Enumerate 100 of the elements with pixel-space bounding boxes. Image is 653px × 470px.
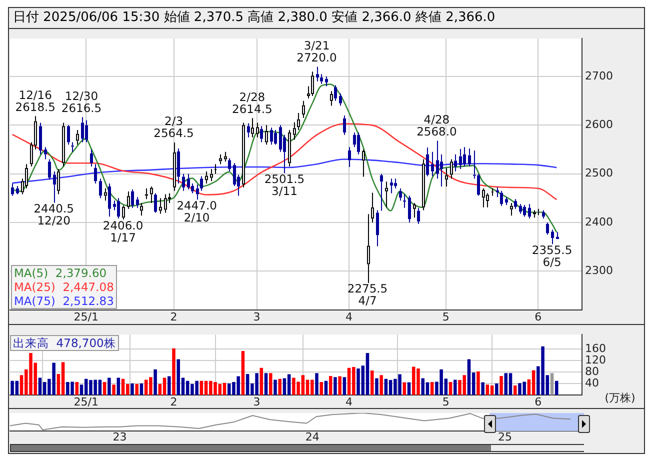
annotation: 12/16 2618.5 xyxy=(15,88,56,114)
candlestick xyxy=(85,120,88,143)
candlestick xyxy=(242,122,245,188)
candlestick xyxy=(482,188,485,208)
bar xyxy=(550,373,554,395)
candlestick xyxy=(523,204,526,218)
candlestick xyxy=(537,208,540,216)
bar xyxy=(135,384,138,395)
bar xyxy=(508,373,512,395)
candlestick xyxy=(53,170,56,204)
bar xyxy=(486,384,490,395)
bar xyxy=(315,373,318,395)
x-tick-label: 4 xyxy=(346,395,353,408)
candlestick xyxy=(311,71,314,96)
candlestick xyxy=(214,164,217,174)
candlestick xyxy=(486,192,489,208)
bar xyxy=(264,373,268,395)
x-tick-label: 24 xyxy=(305,430,320,444)
x-tick-label: 5 xyxy=(442,310,450,324)
candlestick xyxy=(380,173,383,212)
candlestick xyxy=(436,140,439,180)
candlestick xyxy=(224,151,227,162)
candlestick xyxy=(150,186,153,204)
candlestick xyxy=(182,173,185,192)
annotation: 2440.5 12/20 xyxy=(34,201,74,228)
bar xyxy=(269,373,272,395)
candlestick xyxy=(187,173,190,190)
x-tick-label: 25 xyxy=(498,430,512,444)
candlestick xyxy=(251,118,254,138)
candlestick xyxy=(219,154,222,165)
bar xyxy=(375,378,378,395)
candlestick xyxy=(403,194,406,208)
candlestick xyxy=(510,202,513,216)
bar xyxy=(490,385,494,395)
candlestick xyxy=(376,210,379,247)
candlestick xyxy=(200,176,203,192)
y-tick-label: 2400 xyxy=(585,215,613,228)
candlestick xyxy=(528,203,531,220)
candlestick xyxy=(57,168,60,195)
candlestick xyxy=(228,158,231,172)
candlestick xyxy=(413,202,416,218)
candlestick xyxy=(302,100,305,118)
candlestick xyxy=(48,158,51,180)
chart-title: 出来高 478,700株 xyxy=(10,334,119,351)
bar xyxy=(513,385,517,395)
x-tick-label: 6 xyxy=(534,395,542,408)
candlestick xyxy=(67,124,70,146)
candlestick xyxy=(399,188,402,202)
bar xyxy=(467,359,471,395)
candlestick xyxy=(496,186,499,198)
candlestick xyxy=(145,188,148,200)
bar xyxy=(112,384,116,395)
bar xyxy=(287,374,291,395)
bar xyxy=(402,382,406,395)
candlestick xyxy=(431,151,434,177)
candlestick xyxy=(274,130,277,146)
candlestick xyxy=(343,114,346,136)
bar xyxy=(454,380,457,395)
candlestick xyxy=(325,76,328,87)
bar xyxy=(168,376,171,395)
annotation: 2275.5 4/7 xyxy=(347,282,388,308)
candlestick xyxy=(136,196,139,208)
bar xyxy=(320,382,323,395)
candlestick xyxy=(81,116,84,143)
bar xyxy=(324,380,328,395)
candlestick xyxy=(76,130,79,146)
y-tick-label: 80 xyxy=(585,364,599,378)
candlestick xyxy=(293,122,296,140)
candlestick xyxy=(159,198,162,214)
bar xyxy=(328,376,332,395)
candlestick xyxy=(164,194,167,214)
candlestick xyxy=(11,183,14,196)
candlestick xyxy=(505,196,508,206)
y-tick-label: 2600 xyxy=(585,118,613,132)
candlestick xyxy=(371,192,374,223)
bar xyxy=(38,378,42,395)
bar xyxy=(200,380,204,395)
bar xyxy=(384,378,388,395)
candlestick xyxy=(260,126,263,143)
bar xyxy=(222,382,226,395)
candlestick xyxy=(450,158,453,180)
candlestick xyxy=(477,173,480,196)
y-tick-label: 2500 xyxy=(585,166,613,180)
bar xyxy=(274,380,277,395)
candlestick xyxy=(205,170,208,184)
candlestick xyxy=(90,148,93,168)
candlestick xyxy=(270,127,273,146)
bar xyxy=(476,371,480,395)
text: MA(5) 2,379.60 xyxy=(14,266,108,280)
bar xyxy=(116,378,120,395)
candlestick xyxy=(463,146,466,168)
candlestick xyxy=(491,188,494,196)
annotation: 2/28 2614.5 xyxy=(232,90,272,116)
candlestick xyxy=(210,168,213,182)
x-tick-label: 25/1 xyxy=(74,395,98,408)
candlestick xyxy=(39,122,42,155)
bar xyxy=(448,382,452,395)
candlestick xyxy=(173,142,176,192)
bar xyxy=(172,348,176,395)
bar xyxy=(555,380,558,395)
